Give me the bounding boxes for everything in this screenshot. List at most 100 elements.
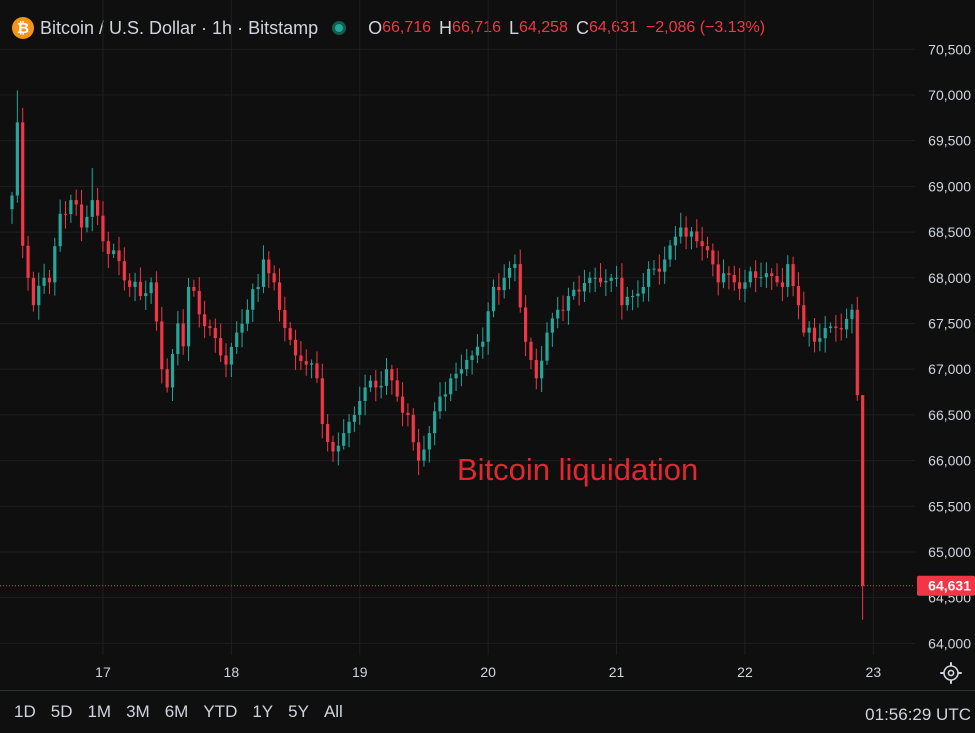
time-tick-label: 23 bbox=[866, 664, 882, 680]
candle-body bbox=[96, 200, 100, 216]
candle-body bbox=[374, 380, 378, 388]
bottom-toolbar: 1D 5D 1M 3M 6M YTD 1Y 5Y All 01:56:29 UT… bbox=[0, 690, 975, 733]
gear-icon[interactable] bbox=[938, 660, 964, 686]
range-ytd-button[interactable]: YTD bbox=[203, 702, 238, 721]
candle-body bbox=[839, 328, 843, 330]
candle-body bbox=[106, 241, 110, 255]
candle-body bbox=[390, 369, 394, 381]
candle-body bbox=[561, 309, 565, 311]
candle-body bbox=[465, 359, 469, 370]
candle-body bbox=[775, 276, 779, 283]
market-status-dot-icon bbox=[332, 21, 347, 35]
candle-body bbox=[518, 264, 522, 308]
candle-body bbox=[181, 323, 185, 347]
price-axis[interactable] bbox=[915, 0, 975, 690]
price-tick-label: 68,000 bbox=[928, 270, 971, 286]
candle-body bbox=[272, 273, 276, 283]
range-6m-button[interactable]: 6M bbox=[164, 702, 189, 721]
candle-body bbox=[358, 400, 362, 415]
candle-body bbox=[31, 277, 35, 306]
open-value: 66,716 bbox=[382, 19, 432, 36]
candle-body bbox=[534, 360, 538, 379]
price-tick-label: 66,500 bbox=[928, 407, 971, 423]
candle-body bbox=[748, 271, 752, 283]
range-1m-button[interactable]: 1M bbox=[87, 702, 112, 721]
candle-body bbox=[582, 283, 587, 292]
candle-body bbox=[331, 441, 335, 452]
candle-body bbox=[213, 328, 217, 339]
candle-body bbox=[10, 195, 14, 210]
price-tick-label: 67,000 bbox=[928, 361, 971, 377]
candle-body bbox=[620, 277, 624, 306]
candle-body bbox=[497, 286, 501, 291]
candle-body bbox=[336, 445, 340, 452]
range-all-button[interactable]: All bbox=[323, 702, 343, 721]
candle-body bbox=[529, 341, 533, 361]
candle-body bbox=[540, 360, 544, 379]
candle-body bbox=[502, 277, 506, 291]
candle-body bbox=[26, 245, 30, 278]
candle-body bbox=[475, 346, 480, 356]
candle-body bbox=[470, 355, 474, 360]
candle-body bbox=[668, 245, 672, 260]
candle-body bbox=[42, 277, 46, 286]
candle-body bbox=[647, 268, 651, 287]
candle-body bbox=[507, 267, 512, 278]
range-1d-button[interactable]: 1D bbox=[14, 702, 36, 721]
candle-body bbox=[144, 293, 148, 297]
candle-body bbox=[368, 380, 373, 388]
utc-clock[interactable]: 01:56:29 UTC bbox=[865, 705, 971, 724]
candle-body bbox=[122, 261, 126, 281]
candle-body bbox=[79, 204, 84, 228]
range-3m-button[interactable]: 3M bbox=[126, 702, 150, 721]
candle-body bbox=[15, 122, 19, 196]
range-5y-button[interactable]: 5Y bbox=[288, 702, 309, 721]
candle-body bbox=[74, 200, 78, 205]
range-5d-button[interactable]: 5D bbox=[50, 702, 73, 721]
candle-body bbox=[604, 280, 608, 283]
candle-body bbox=[256, 286, 260, 290]
low-value: 64,258 bbox=[519, 19, 568, 36]
low-label: L bbox=[508, 17, 519, 38]
candle-body bbox=[37, 285, 41, 306]
candle-body bbox=[812, 327, 817, 342]
range-1y-button[interactable]: 1Y bbox=[252, 702, 274, 721]
candle-body bbox=[572, 289, 576, 297]
candle-body bbox=[657, 268, 661, 272]
candle-body bbox=[609, 277, 613, 281]
candle-body bbox=[663, 259, 667, 272]
candle-body bbox=[310, 363, 314, 365]
candle-body bbox=[673, 236, 677, 246]
candle-body bbox=[53, 246, 57, 283]
candle-body bbox=[176, 323, 180, 354]
candle-body bbox=[721, 273, 726, 283]
candle-body bbox=[203, 314, 207, 327]
candle-body bbox=[443, 394, 447, 397]
candle-body bbox=[652, 268, 656, 270]
candle-body bbox=[320, 378, 324, 425]
candle-body bbox=[186, 286, 191, 347]
candle-body bbox=[21, 122, 25, 246]
symbol-title[interactable]: Bitcoin / U.S. Dollar · 1h · Bitstamp bbox=[40, 17, 319, 38]
candles bbox=[10, 90, 865, 620]
candle-body bbox=[641, 286, 645, 294]
price-chart[interactable]: 64,00064,50065,00065,50066,00066,50067,0… bbox=[0, 0, 975, 690]
candle-body bbox=[63, 213, 68, 215]
candle-body bbox=[267, 259, 271, 274]
candle-body bbox=[251, 289, 255, 310]
candle-body bbox=[411, 414, 415, 443]
candle-body bbox=[679, 227, 683, 237]
candle-body bbox=[566, 296, 570, 311]
candle-body bbox=[208, 326, 212, 329]
candle-body bbox=[229, 346, 233, 365]
last-price-tag bbox=[917, 575, 975, 596]
time-tick-label: 18 bbox=[224, 664, 240, 680]
candle-body bbox=[245, 309, 249, 324]
candle-body bbox=[834, 326, 838, 329]
candle-body bbox=[695, 231, 699, 242]
grid bbox=[0, 0, 915, 655]
candle-body bbox=[861, 395, 865, 586]
price-tick-label: 70,500 bbox=[928, 41, 971, 57]
candle-body bbox=[197, 290, 201, 315]
open-label: O bbox=[368, 17, 383, 38]
